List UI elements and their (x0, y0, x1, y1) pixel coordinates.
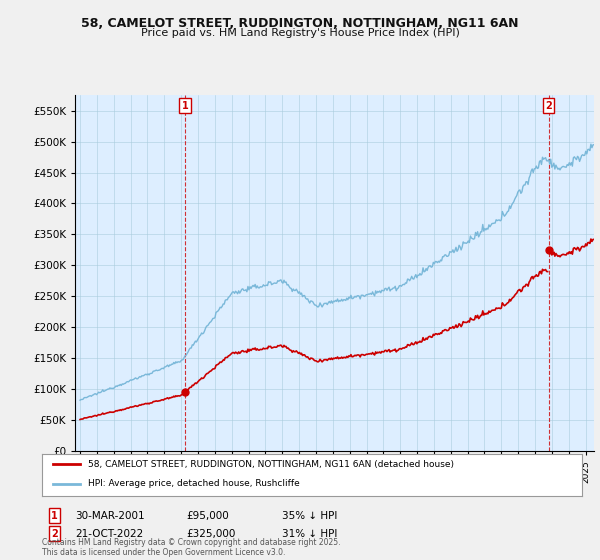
Text: 1: 1 (182, 101, 188, 110)
Text: 1: 1 (51, 511, 58, 521)
Text: 2: 2 (545, 101, 552, 110)
Text: 58, CAMELOT STREET, RUDDINGTON, NOTTINGHAM, NG11 6AN (detached house): 58, CAMELOT STREET, RUDDINGTON, NOTTINGH… (88, 460, 454, 469)
Text: 2: 2 (51, 529, 58, 539)
Text: 31% ↓ HPI: 31% ↓ HPI (282, 529, 337, 539)
Text: 30-MAR-2001: 30-MAR-2001 (75, 511, 145, 521)
Text: 21-OCT-2022: 21-OCT-2022 (75, 529, 143, 539)
Text: Contains HM Land Registry data © Crown copyright and database right 2025.
This d: Contains HM Land Registry data © Crown c… (42, 538, 341, 557)
Text: Price paid vs. HM Land Registry's House Price Index (HPI): Price paid vs. HM Land Registry's House … (140, 28, 460, 38)
Text: HPI: Average price, detached house, Rushcliffe: HPI: Average price, detached house, Rush… (88, 479, 299, 488)
Text: £95,000: £95,000 (186, 511, 229, 521)
Text: £325,000: £325,000 (186, 529, 235, 539)
Text: 35% ↓ HPI: 35% ↓ HPI (282, 511, 337, 521)
Text: 58, CAMELOT STREET, RUDDINGTON, NOTTINGHAM, NG11 6AN: 58, CAMELOT STREET, RUDDINGTON, NOTTINGH… (81, 17, 519, 30)
